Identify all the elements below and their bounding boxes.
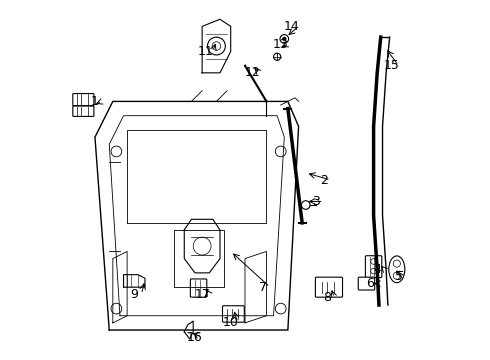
FancyBboxPatch shape: [316, 277, 343, 297]
Text: 8: 8: [323, 291, 331, 305]
Text: 7: 7: [259, 281, 267, 294]
FancyBboxPatch shape: [358, 277, 375, 290]
Circle shape: [283, 37, 286, 41]
Text: 12: 12: [245, 66, 260, 79]
FancyBboxPatch shape: [73, 106, 94, 116]
Text: 2: 2: [319, 174, 327, 186]
Text: 9: 9: [130, 288, 138, 301]
Text: 11: 11: [198, 45, 214, 58]
Text: 4: 4: [373, 263, 381, 276]
Text: 1: 1: [91, 95, 99, 108]
FancyBboxPatch shape: [366, 256, 382, 278]
FancyBboxPatch shape: [190, 279, 207, 297]
Text: 10: 10: [223, 316, 239, 329]
FancyBboxPatch shape: [222, 306, 245, 322]
Text: 16: 16: [187, 331, 203, 344]
Text: 3: 3: [313, 195, 320, 208]
Text: 15: 15: [384, 59, 399, 72]
Text: 5: 5: [394, 270, 403, 283]
Text: 6: 6: [366, 277, 374, 290]
Text: 13: 13: [273, 38, 289, 51]
FancyBboxPatch shape: [73, 94, 94, 106]
Text: 14: 14: [284, 20, 299, 33]
Text: 17: 17: [194, 288, 210, 301]
